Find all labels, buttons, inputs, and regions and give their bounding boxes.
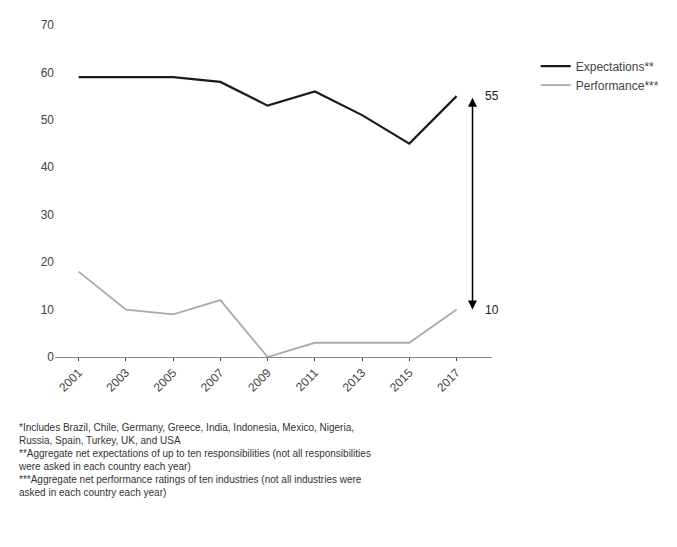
svg-text:70: 70: [41, 18, 55, 32]
svg-text:30: 30: [41, 208, 55, 222]
svg-text:2017: 2017: [434, 366, 463, 395]
svg-text:2003: 2003: [103, 366, 132, 395]
svg-text:Expectations**: Expectations**: [576, 60, 654, 74]
svg-text:50: 50: [41, 113, 55, 127]
svg-text:60: 60: [41, 66, 55, 80]
svg-text:2013: 2013: [340, 366, 369, 395]
svg-text:2007: 2007: [198, 366, 227, 395]
svg-text:2009: 2009: [245, 366, 274, 395]
svg-text:*Includes Brazil, Chile, Germa: *Includes Brazil, Chile, Germany, Greece…: [18, 422, 371, 498]
svg-text:2015: 2015: [387, 366, 416, 395]
svg-text:10: 10: [41, 303, 55, 317]
svg-text:20: 20: [41, 255, 55, 269]
svg-text:55: 55: [485, 89, 499, 103]
svg-text:40: 40: [41, 160, 55, 174]
svg-text:0: 0: [47, 350, 54, 364]
svg-text:2005: 2005: [151, 366, 180, 395]
svg-text:Performance***: Performance***: [576, 79, 659, 93]
svg-text:10: 10: [485, 303, 499, 317]
svg-text:2011: 2011: [293, 366, 321, 394]
svg-text:2001: 2001: [56, 366, 85, 395]
